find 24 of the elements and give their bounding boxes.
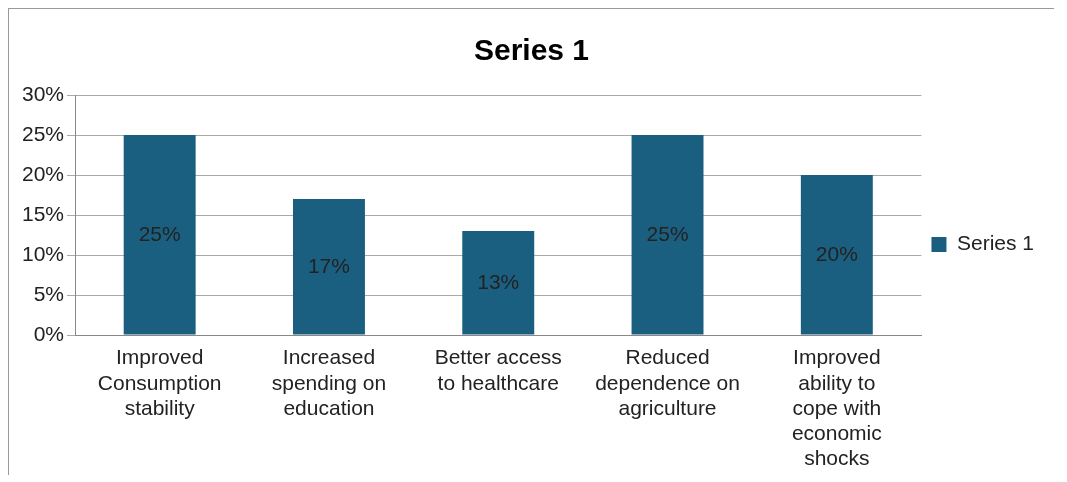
data-label: 25%: [138, 221, 181, 245]
bar: [631, 135, 704, 335]
data-label: 17%: [307, 253, 350, 277]
x-tick-label: Improved Consumption stability: [97, 345, 222, 419]
y-tick-label: 10%: [22, 241, 65, 265]
bar: [800, 175, 873, 335]
legend-label: Series 1: [956, 231, 1035, 255]
y-tick-label: 15%: [22, 201, 65, 225]
y-tick-label: 25%: [22, 121, 65, 145]
y-tick-label: 0%: [33, 321, 65, 345]
x-tick-label: Increased spending on education: [271, 345, 387, 419]
bar: [292, 199, 365, 335]
y-tick-label: 20%: [22, 161, 65, 185]
y-tick-label: 5%: [33, 281, 65, 305]
x-tick-label: Reduced dependence on agriculture: [595, 345, 740, 419]
y-tick-label: 30%: [22, 81, 65, 105]
data-label: 25%: [646, 221, 689, 245]
data-label: 20%: [815, 241, 858, 265]
chart-title: Series 1: [473, 33, 590, 67]
data-label: 13%: [477, 269, 520, 293]
x-tick-label: Improved ability to cope with economic shocks: [791, 345, 882, 470]
bar: [123, 135, 196, 335]
bar: [462, 231, 535, 335]
x-tick-label: Better access to healthcare: [434, 345, 562, 394]
